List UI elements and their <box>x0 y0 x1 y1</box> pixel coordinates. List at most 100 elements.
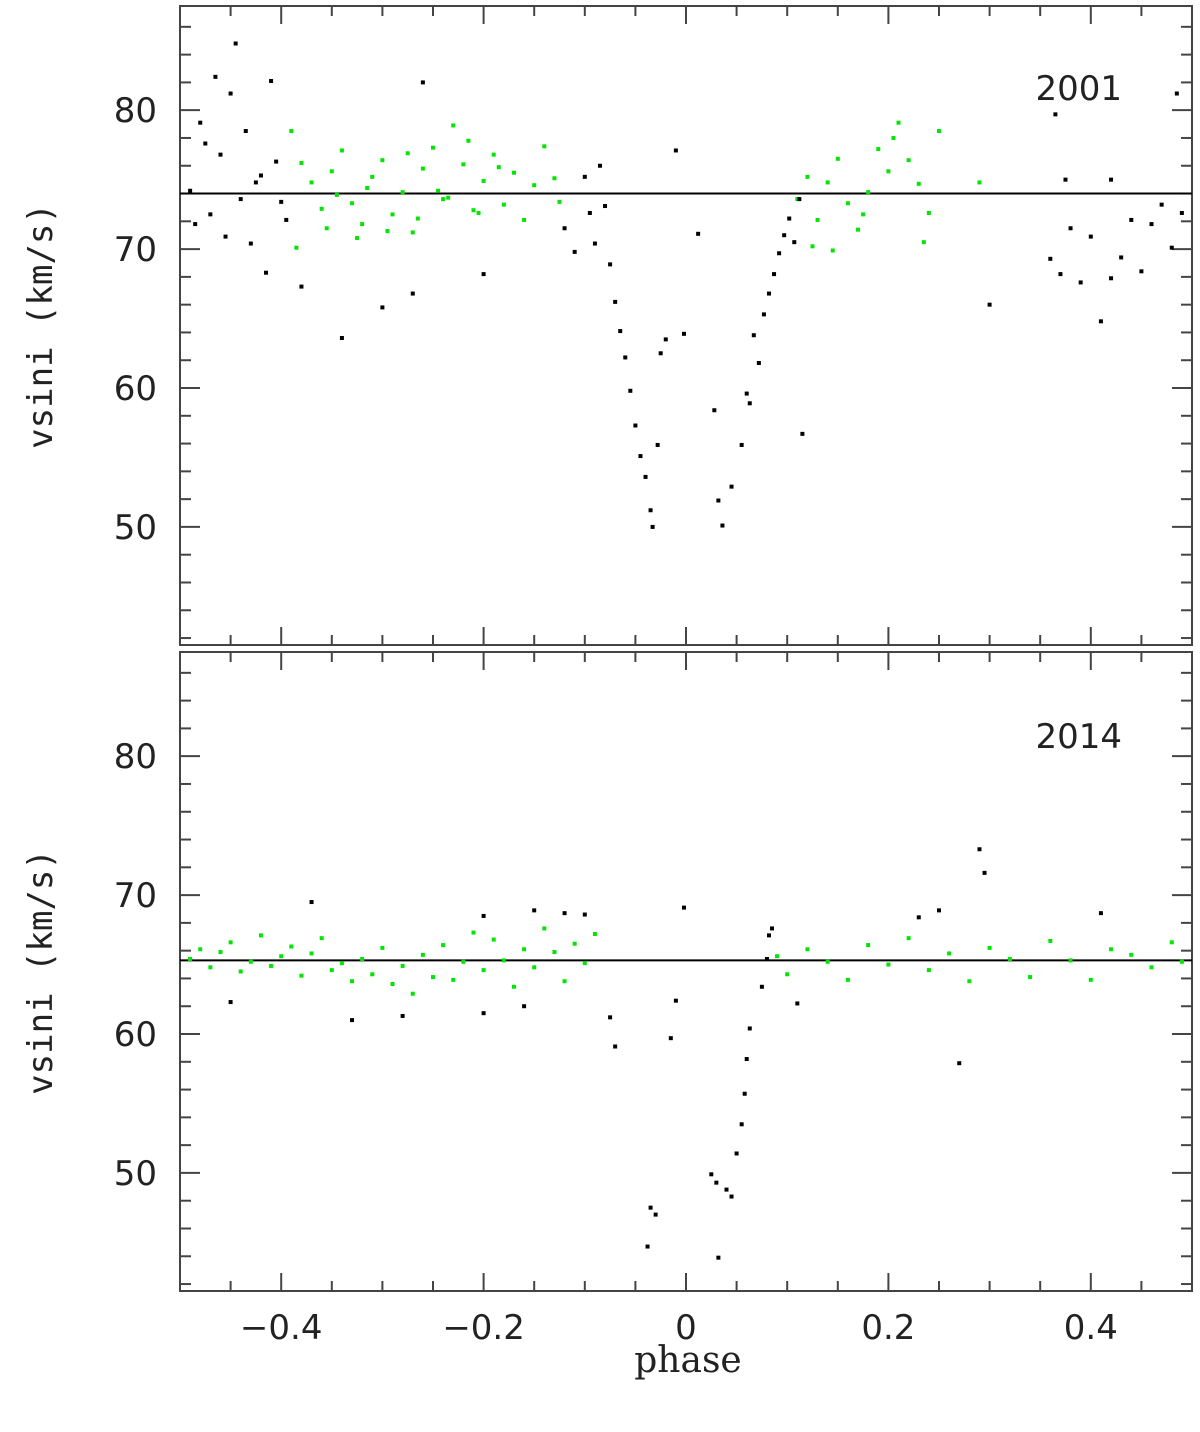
data-point <box>203 141 208 146</box>
data-point <box>481 272 486 277</box>
data-point <box>775 954 780 959</box>
data-point <box>1174 91 1179 96</box>
data-point <box>542 144 547 149</box>
data-point <box>228 940 233 945</box>
data-points <box>188 847 1184 1260</box>
data-point <box>309 951 314 956</box>
y-tick-label: 60 <box>114 1015 157 1055</box>
data-point <box>709 1172 714 1177</box>
x-tick-label: −0.2 <box>442 1308 525 1348</box>
data-point <box>1063 177 1068 182</box>
data-point <box>258 933 263 938</box>
data-point <box>350 1018 355 1023</box>
data-point <box>319 936 324 941</box>
data-point <box>223 234 228 239</box>
data-point <box>420 166 425 171</box>
data-point <box>729 1194 734 1199</box>
y-tick-label: 70 <box>114 230 157 270</box>
data-point <box>1159 202 1164 207</box>
y-axis-label: vsini (km/s) <box>21 203 61 449</box>
data-point <box>274 159 279 164</box>
data-point <box>441 197 446 202</box>
data-point <box>289 944 294 949</box>
data-point <box>1078 280 1083 285</box>
data-point <box>613 1044 618 1049</box>
data-point <box>552 950 557 955</box>
data-point <box>785 972 790 977</box>
data-point <box>360 956 365 961</box>
data-point <box>681 905 686 910</box>
data-point <box>926 210 931 215</box>
data-point <box>714 1180 719 1185</box>
data-point <box>1028 975 1033 980</box>
data-point <box>772 272 777 277</box>
data-point <box>638 454 643 459</box>
data-point <box>777 251 782 256</box>
data-point <box>228 91 233 96</box>
data-point <box>238 969 243 974</box>
data-point <box>334 192 339 197</box>
data-point <box>380 305 385 310</box>
data-point <box>967 979 972 984</box>
data-point <box>792 240 797 245</box>
data-point <box>400 190 405 195</box>
data-point <box>592 241 597 246</box>
data-point <box>471 930 476 935</box>
data-point <box>766 933 771 938</box>
data-point <box>896 120 901 125</box>
data-point <box>365 185 370 190</box>
data-point <box>481 179 486 184</box>
data-point <box>1179 210 1184 215</box>
data-point <box>248 959 253 964</box>
x-tick-label: 0 <box>675 1308 697 1348</box>
data-point <box>329 968 334 973</box>
data-point <box>481 968 486 973</box>
data-point <box>339 961 344 966</box>
data-point <box>496 165 501 170</box>
data-point <box>747 401 752 406</box>
data-point <box>1169 245 1174 250</box>
data-point <box>906 936 911 941</box>
data-point <box>198 120 203 125</box>
data-point <box>937 129 941 134</box>
data-point <box>716 498 721 503</box>
y-tick-labels: 50 60 70 80 <box>114 737 157 1194</box>
data-point <box>921 240 926 245</box>
data-point <box>830 248 835 253</box>
data-point <box>557 199 562 204</box>
data-point <box>324 226 329 231</box>
data-point <box>243 129 248 134</box>
data-point <box>436 188 441 193</box>
data-point <box>1119 255 1124 260</box>
data-point <box>441 943 446 948</box>
data-point <box>410 230 415 235</box>
data-point <box>420 80 425 85</box>
data-point <box>795 197 800 202</box>
data-point <box>522 1004 527 1009</box>
data-point <box>761 312 766 317</box>
data-point <box>238 197 243 202</box>
data-point <box>592 931 597 936</box>
data-point <box>787 216 792 221</box>
panel-2001: 50 60 70 80 2001 vsini (km/s) <box>21 5 1193 646</box>
data-point <box>253 180 258 185</box>
data-point <box>1109 947 1114 952</box>
data-point <box>208 965 213 970</box>
data-point <box>668 1036 673 1041</box>
axis-ticks <box>179 652 1193 1291</box>
data-point <box>299 160 304 165</box>
data-point <box>673 148 678 153</box>
data-point <box>648 1205 653 1210</box>
data-point <box>228 1000 233 1005</box>
data-point <box>825 959 830 964</box>
data-point <box>481 913 486 918</box>
y-tick-label: 50 <box>114 1154 157 1194</box>
data-point <box>982 870 987 875</box>
data-point <box>587 210 592 215</box>
data-point <box>380 945 385 950</box>
data-point <box>542 926 547 931</box>
data-point <box>886 962 891 967</box>
data-point <box>258 173 263 178</box>
data-point <box>720 523 725 528</box>
